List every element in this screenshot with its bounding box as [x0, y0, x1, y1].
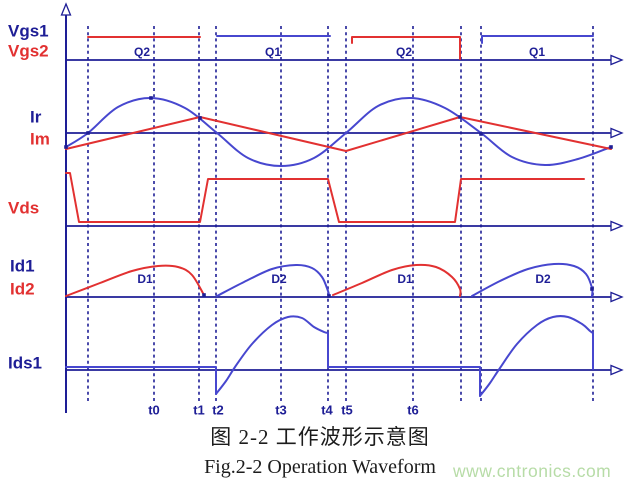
time-label-t1: t1 — [193, 402, 205, 418]
signal-label-ir: Ir — [30, 107, 42, 127]
caption-english: Fig.2-2 Operation Waveform — [204, 456, 436, 478]
vertex-marker-1 — [86, 131, 90, 135]
waveform-vds — [65, 172, 585, 223]
region-label-d1-4: D1 — [137, 272, 153, 286]
region-label-q1-1: Q1 — [264, 45, 282, 59]
vertex-marker-2 — [149, 96, 153, 100]
waveform-id1-hump-2 — [332, 263, 462, 297]
vertex-marker-8 — [327, 294, 331, 298]
horizontal-axis-arrow-4 — [610, 364, 624, 376]
time-label-t3: t3 — [275, 402, 287, 418]
waveform-ids1-zero-1 — [65, 366, 217, 395]
horizontal-axis-arrow-0 — [610, 54, 624, 66]
waveform-vgs2-pulse-2 — [351, 36, 461, 60]
time-label-t5: t5 — [341, 402, 353, 418]
waveform-im-magnetizing-current — [65, 116, 612, 152]
region-label-q2-2: Q2 — [395, 45, 413, 59]
signal-label-vgs1: Vgs1 — [8, 21, 49, 41]
caption-chinese: 图 2-2 工作波形示意图 — [210, 425, 430, 449]
signal-label-vgs2: Vgs2 — [8, 41, 49, 61]
waveform-id2-hump-1 — [216, 263, 330, 297]
region-label-q1-3: Q1 — [528, 45, 546, 59]
time-label-t2: t2 — [212, 402, 224, 418]
waveform-ids1-hump-1 — [215, 315, 329, 395]
vertex-marker-4 — [458, 115, 462, 119]
signal-label-id1: Id1 — [10, 256, 35, 276]
horizontal-axis-arrow-2 — [610, 220, 624, 232]
waveform-id1-hump-1 — [65, 264, 205, 297]
region-label-d2-5: D2 — [271, 272, 287, 286]
waveform-vgs1-pulse-2 — [481, 35, 594, 44]
region-label-q2-0: Q2 — [133, 45, 151, 59]
vertex-marker-3 — [198, 116, 202, 120]
vertical-axis-arrow — [60, 2, 72, 16]
waveform-id2-hump-2 — [471, 262, 594, 297]
waveform-ids1-hump-2 — [479, 315, 594, 397]
horizontal-axis-arrow-3 — [610, 291, 624, 303]
signal-label-im: Im — [30, 129, 50, 149]
vertex-marker-0 — [64, 145, 68, 149]
time-label-t4: t4 — [321, 402, 333, 418]
vertex-marker-5 — [479, 132, 483, 136]
horizontal-axis-arrow-1 — [610, 127, 624, 139]
region-label-d1-6: D1 — [397, 272, 413, 286]
watermark-text: www.cntronics.com — [453, 461, 612, 481]
vertex-marker-9 — [590, 287, 594, 291]
signal-label-ids1: Ids1 — [8, 353, 43, 373]
region-label-d2-7: D2 — [535, 272, 551, 286]
vertex-marker-7 — [202, 293, 206, 297]
signal-label-vds: Vds — [8, 198, 40, 218]
waveform-canvas — [60, 2, 624, 413]
time-label-t0: t0 — [148, 402, 160, 418]
time-label-t6: t6 — [407, 402, 419, 418]
vertex-marker-6 — [609, 145, 613, 149]
signal-label-id2: Id2 — [10, 279, 35, 299]
waveform-ids1-zero-2 — [327, 332, 481, 397]
